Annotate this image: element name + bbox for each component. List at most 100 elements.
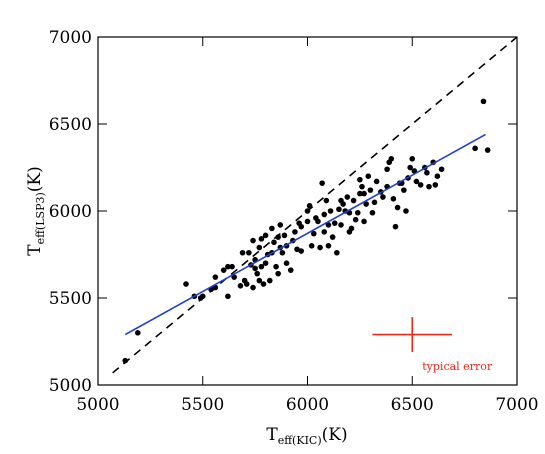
x-tick-label: 6000 bbox=[286, 395, 329, 415]
data-point bbox=[365, 173, 372, 179]
data-point bbox=[122, 357, 129, 364]
data-point bbox=[279, 249, 286, 256]
y-tick-label: 7000 bbox=[49, 28, 92, 48]
x-label-sub: eff(KIC) bbox=[278, 434, 322, 447]
data-point bbox=[334, 249, 340, 256]
data-point bbox=[258, 236, 265, 242]
data-point bbox=[271, 239, 277, 246]
data-point bbox=[373, 178, 380, 185]
x-tick-label: 7000 bbox=[495, 395, 538, 415]
data-point bbox=[432, 182, 439, 188]
data-point bbox=[401, 187, 407, 193]
data-point bbox=[256, 277, 263, 284]
data-point bbox=[183, 281, 189, 287]
data-point bbox=[275, 270, 281, 277]
data-point bbox=[225, 263, 231, 270]
data-point bbox=[426, 183, 432, 190]
data-point bbox=[424, 169, 430, 176]
data-point bbox=[246, 249, 252, 256]
data-point bbox=[239, 249, 246, 256]
data-point bbox=[413, 178, 420, 185]
data-point bbox=[361, 190, 367, 197]
y-label-base: T bbox=[25, 244, 45, 256]
error-label: typical error bbox=[422, 360, 493, 373]
data-point bbox=[287, 267, 294, 273]
data-point bbox=[283, 260, 290, 267]
data-point bbox=[273, 263, 279, 270]
data-point bbox=[350, 197, 357, 204]
data-point bbox=[298, 248, 305, 254]
x-label-base: T bbox=[266, 425, 278, 445]
data-point bbox=[220, 267, 227, 273]
data-point bbox=[256, 244, 263, 251]
data-point bbox=[357, 190, 363, 197]
data-point bbox=[294, 246, 300, 253]
y-tick-label: 5000 bbox=[49, 376, 92, 396]
data-point bbox=[199, 293, 206, 300]
data-point bbox=[212, 274, 219, 280]
data-point bbox=[275, 234, 281, 240]
data-point bbox=[327, 208, 334, 214]
data-point bbox=[277, 222, 284, 228]
data-point bbox=[310, 230, 317, 237]
data-point bbox=[266, 277, 273, 284]
y-label-suffix: (K) bbox=[25, 166, 45, 192]
data-point bbox=[304, 208, 311, 214]
data-point bbox=[254, 270, 261, 277]
data-point bbox=[359, 183, 365, 190]
y-tick-label: 6000 bbox=[49, 202, 92, 222]
y-axis-label: Teff(LSP3)(K) bbox=[25, 166, 47, 255]
x-tick-label: 5000 bbox=[76, 395, 119, 415]
data-point bbox=[292, 229, 298, 235]
data-point bbox=[357, 176, 363, 183]
data-point bbox=[367, 187, 374, 193]
data-point bbox=[262, 232, 269, 239]
data-point bbox=[243, 281, 250, 287]
data-point bbox=[403, 208, 409, 214]
data-point bbox=[352, 216, 359, 223]
data-point bbox=[390, 196, 397, 202]
y-tick-label: 5500 bbox=[49, 289, 92, 309]
data-point bbox=[325, 243, 332, 249]
data-point bbox=[417, 182, 424, 188]
data-point bbox=[409, 156, 416, 162]
data-point bbox=[262, 260, 269, 267]
data-point bbox=[329, 234, 336, 240]
data-point bbox=[344, 194, 351, 200]
data-point bbox=[250, 284, 256, 291]
data-point bbox=[369, 209, 376, 216]
data-point bbox=[336, 206, 342, 213]
data-point bbox=[237, 283, 244, 289]
data-point bbox=[304, 218, 311, 225]
data-point bbox=[371, 199, 378, 206]
data-point bbox=[348, 225, 355, 232]
data-point bbox=[325, 222, 332, 228]
one-to-one-line bbox=[112, 36, 518, 374]
data-point bbox=[321, 211, 328, 218]
x-label-suffix: (K) bbox=[322, 425, 348, 445]
data-point bbox=[392, 223, 399, 230]
data-point bbox=[317, 244, 323, 251]
data-point bbox=[331, 220, 338, 226]
data-point bbox=[260, 281, 267, 287]
data-point bbox=[258, 263, 265, 270]
data-point bbox=[384, 166, 390, 173]
data-point bbox=[340, 201, 346, 207]
data-point bbox=[135, 330, 141, 336]
data-point bbox=[323, 197, 330, 204]
data-point bbox=[308, 243, 315, 249]
fit-line bbox=[124, 133, 486, 336]
data-point bbox=[394, 204, 401, 211]
data-point bbox=[354, 209, 361, 216]
data-point bbox=[363, 201, 369, 207]
data-point bbox=[438, 166, 445, 173]
data-point bbox=[269, 225, 275, 232]
data-point bbox=[298, 223, 305, 230]
data-point bbox=[229, 263, 235, 270]
y-tick-label: 6500 bbox=[49, 115, 92, 135]
data-point bbox=[380, 194, 386, 200]
data-point bbox=[484, 147, 491, 153]
data-point bbox=[225, 293, 231, 300]
